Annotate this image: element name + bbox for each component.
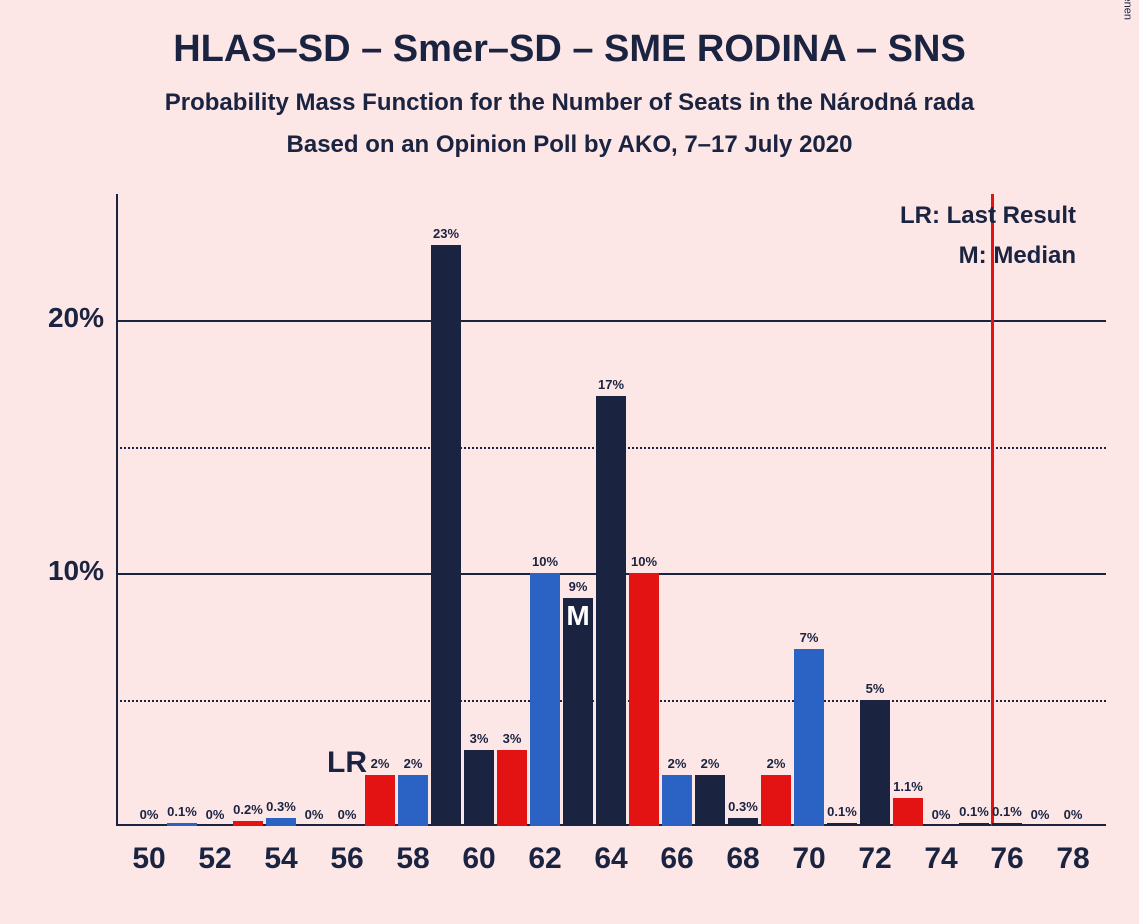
bar — [959, 823, 989, 826]
last-result-line — [991, 194, 994, 826]
bar-value-label: 0% — [1053, 807, 1093, 822]
bar — [860, 700, 890, 826]
x-axis-tick: 66 — [647, 842, 707, 876]
x-axis-tick: 70 — [779, 842, 839, 876]
legend-last-result: LR: Last Result — [900, 202, 1076, 230]
bar-value-label: 2% — [756, 756, 796, 771]
bar — [761, 775, 791, 826]
y-axis-tick: 10% — [14, 555, 104, 587]
legend-median: M: Median — [959, 242, 1076, 270]
bar — [431, 245, 461, 826]
bar — [167, 823, 197, 826]
bar-value-label: 2% — [393, 756, 433, 771]
bar — [563, 598, 593, 826]
x-axis-tick: 58 — [383, 842, 443, 876]
bar-value-label: 23% — [426, 226, 466, 241]
x-axis-tick: 64 — [581, 842, 641, 876]
x-axis-tick: 78 — [1043, 842, 1103, 876]
bar — [629, 573, 659, 826]
chart-subtitle-2: Based on an Opinion Poll by AKO, 7–17 Ju… — [0, 131, 1139, 159]
x-axis-tick: 52 — [185, 842, 245, 876]
x-axis-tick: 62 — [515, 842, 575, 876]
x-axis-tick: 68 — [713, 842, 773, 876]
bar-value-label: 10% — [624, 554, 664, 569]
bar — [497, 750, 527, 826]
bar — [266, 818, 296, 826]
bar — [596, 396, 626, 826]
x-axis-tick: 54 — [251, 842, 311, 876]
copyright-text: © 2020 Filip van Laenen — [1121, 0, 1133, 20]
bar — [893, 798, 923, 826]
x-axis-tick: 72 — [845, 842, 905, 876]
x-axis-tick: 56 — [317, 842, 377, 876]
bar-value-label: 10% — [525, 554, 565, 569]
chart-subtitle-1: Probability Mass Function for the Number… — [0, 89, 1139, 117]
bar — [365, 775, 395, 826]
x-axis-tick: 74 — [911, 842, 971, 876]
bar-value-label: 17% — [591, 377, 631, 392]
y-axis-line — [116, 194, 118, 826]
x-axis-tick: 50 — [119, 842, 179, 876]
bar — [464, 750, 494, 826]
bar-value-label: 7% — [789, 630, 829, 645]
bar — [233, 821, 263, 826]
bar — [695, 775, 725, 826]
bar-value-label: 5% — [855, 681, 895, 696]
gridline-major — [116, 320, 1106, 322]
bar — [992, 823, 1022, 826]
bar — [728, 818, 758, 826]
bar-value-label: 9% — [558, 579, 598, 594]
bar-value-label: 0.1% — [822, 804, 862, 819]
y-axis-tick: 20% — [14, 302, 104, 334]
bar — [398, 775, 428, 826]
bar — [662, 775, 692, 826]
chart-title: HLAS–SD – Smer–SD – SME RODINA – SNS — [0, 0, 1139, 71]
bar — [827, 823, 857, 826]
bar — [794, 649, 824, 826]
x-axis-tick: 60 — [449, 842, 509, 876]
median-marker: M — [563, 600, 593, 632]
bar-value-label: 2% — [690, 756, 730, 771]
bar-value-label: 3% — [492, 731, 532, 746]
x-axis-tick: 76 — [977, 842, 1037, 876]
bar-value-label: 0% — [327, 807, 367, 822]
last-result-marker: LR — [317, 746, 377, 780]
bar — [530, 573, 560, 826]
chart-plot-area: 0%0.1%0%0.2%0.3%0%0%2%2%23%3%3%10%9%M17%… — [116, 194, 1106, 826]
bar-value-label: 0.3% — [723, 799, 763, 814]
bar-value-label: 1.1% — [888, 779, 928, 794]
